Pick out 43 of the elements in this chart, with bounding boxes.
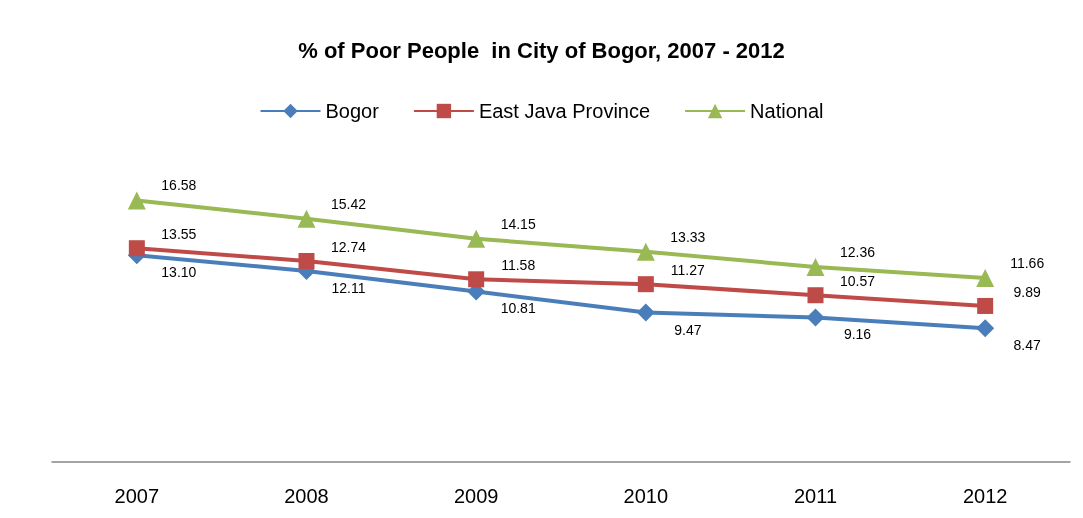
x-tick-label: 2009 [453,485,499,507]
point [468,271,485,288]
point [976,319,995,338]
data-label: 9.47 [674,321,702,338]
point [806,257,825,276]
point [977,297,994,314]
data-label: 11.58 [501,257,536,274]
data-label: 13.10 [161,264,197,281]
data-label: 8.47 [1013,337,1041,354]
x-tick-label: 2012 [962,485,1008,507]
data-label: 12.11 [331,279,366,296]
data-label: 10.57 [839,273,876,290]
data-label: 12.36 [839,243,876,260]
point [298,252,315,269]
point [636,303,655,322]
legend-label: Bogor [325,100,380,122]
point [636,242,655,261]
legend-label: National [750,100,824,122]
x-tick-label: 2011 [793,485,838,507]
x-tick-label: 2008 [284,485,329,507]
data-label: 11.66 [1010,255,1045,272]
point [637,276,654,293]
data-label: 15.42 [330,195,367,212]
x-tick-label: 2007 [114,485,160,507]
point [127,191,146,210]
data-label: 9.16 [843,326,872,343]
point [128,240,145,257]
point [467,229,486,248]
point [976,269,995,288]
data-label: 13.33 [670,228,706,245]
data-label: 13.55 [161,226,197,243]
chart-title: % of Poor People in City of Bogor, 2007 - 2012 [298,37,785,63]
legend-label: East Java Province [478,100,651,122]
data-label: 16.58 [161,177,197,194]
x-tick-label: 2010 [623,485,669,507]
point [807,287,824,304]
data-label: 14.15 [500,215,536,232]
data-label: 11.27 [670,262,706,279]
point [297,209,316,228]
data-label: 9.89 [1013,283,1041,300]
point [806,308,825,327]
data-label: 10.81 [500,300,536,317]
data-label: 12.74 [330,238,367,255]
